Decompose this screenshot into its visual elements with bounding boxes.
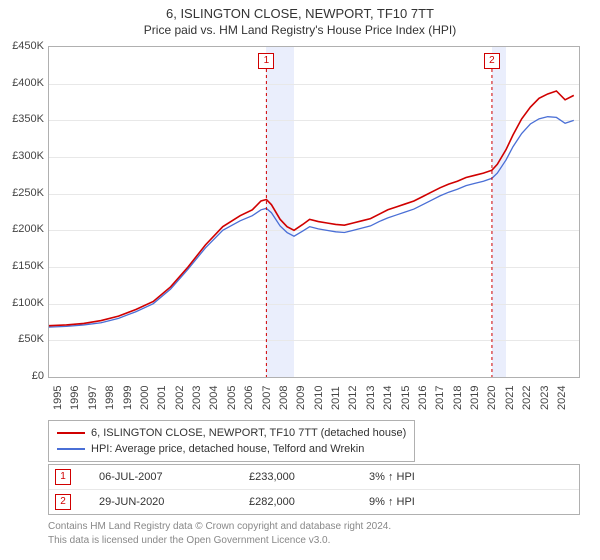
- x-tick-label: 2017: [434, 386, 446, 410]
- y-tick-label: £350K: [0, 113, 44, 125]
- legend-label-hpi: HPI: Average price, detached house, Telf…: [91, 443, 364, 455]
- x-tick-label: 2024: [556, 386, 568, 410]
- y-tick-label: £200K: [0, 223, 44, 235]
- x-tick-label: 2016: [417, 386, 429, 410]
- x-tick-label: 2021: [504, 386, 516, 410]
- chart-marker: 1: [258, 53, 274, 69]
- footer-line2: This data is licensed under the Open Gov…: [48, 534, 391, 548]
- x-tick-label: 2003: [191, 386, 203, 410]
- x-tick-label: 2023: [539, 386, 551, 410]
- y-tick-label: £50K: [0, 333, 44, 345]
- marker-badge: 1: [55, 469, 71, 485]
- cell-pct: 9% ↑ HPI: [369, 496, 573, 508]
- x-tick-label: 2022: [521, 386, 533, 410]
- cell-date: 29-JUN-2020: [99, 496, 249, 508]
- x-tick-label: 2013: [365, 386, 377, 410]
- y-tick-label: £450K: [0, 40, 44, 52]
- line-chart: [49, 47, 579, 377]
- series-hpi: [49, 117, 574, 327]
- titles: 6, ISLINGTON CLOSE, NEWPORT, TF10 7TT Pr…: [0, 0, 600, 37]
- x-tick-label: 1995: [52, 386, 64, 410]
- legend-item-hpi: HPI: Average price, detached house, Telf…: [57, 441, 406, 457]
- footer: Contains HM Land Registry data © Crown c…: [48, 520, 391, 547]
- cell-date: 06-JUL-2007: [99, 471, 249, 483]
- x-tick-label: 1997: [87, 386, 99, 410]
- footer-line1: Contains HM Land Registry data © Crown c…: [48, 520, 391, 534]
- x-tick-label: 1999: [122, 386, 134, 410]
- x-tick-label: 2001: [156, 386, 168, 410]
- x-tick-label: 2014: [382, 386, 394, 410]
- y-tick-label: £250K: [0, 187, 44, 199]
- chart-container: 6, ISLINGTON CLOSE, NEWPORT, TF10 7TT Pr…: [0, 0, 600, 560]
- legend-swatch-hpi: [57, 448, 85, 450]
- series-property: [49, 91, 574, 326]
- legend-item-property: 6, ISLINGTON CLOSE, NEWPORT, TF10 7TT (d…: [57, 425, 406, 441]
- subtitle: Price paid vs. HM Land Registry's House …: [0, 23, 600, 37]
- plot-area: 12: [48, 46, 580, 378]
- legend-label-property: 6, ISLINGTON CLOSE, NEWPORT, TF10 7TT (d…: [91, 427, 406, 439]
- x-tick-label: 2012: [347, 386, 359, 410]
- table-row: 1 06-JUL-2007 £233,000 3% ↑ HPI: [49, 465, 579, 489]
- x-tick-label: 1996: [69, 386, 81, 410]
- x-tick-label: 2005: [226, 386, 238, 410]
- y-tick-label: £400K: [0, 77, 44, 89]
- x-tick-label: 2004: [208, 386, 220, 410]
- x-tick-label: 2011: [330, 386, 342, 410]
- y-tick-label: £150K: [0, 260, 44, 272]
- x-tick-label: 2015: [400, 386, 412, 410]
- x-tick-label: 2009: [295, 386, 307, 410]
- address-title: 6, ISLINGTON CLOSE, NEWPORT, TF10 7TT: [0, 6, 600, 21]
- legend-swatch-property: [57, 432, 85, 434]
- y-tick-label: £100K: [0, 297, 44, 309]
- y-tick-label: £0: [0, 370, 44, 382]
- transaction-table: 1 06-JUL-2007 £233,000 3% ↑ HPI 2 29-JUN…: [48, 464, 580, 515]
- marker-badge: 2: [55, 494, 71, 510]
- cell-price: £282,000: [249, 496, 369, 508]
- x-tick-label: 2007: [261, 386, 273, 410]
- x-tick-label: 2020: [486, 386, 498, 410]
- y-tick-label: £300K: [0, 150, 44, 162]
- x-tick-label: 2010: [313, 386, 325, 410]
- x-tick-label: 2000: [139, 386, 151, 410]
- x-tick-label: 2008: [278, 386, 290, 410]
- legend: 6, ISLINGTON CLOSE, NEWPORT, TF10 7TT (d…: [48, 420, 415, 462]
- x-tick-label: 2002: [174, 386, 186, 410]
- table-row: 2 29-JUN-2020 £282,000 9% ↑ HPI: [49, 489, 579, 514]
- x-tick-label: 2019: [469, 386, 481, 410]
- x-tick-label: 2018: [452, 386, 464, 410]
- cell-price: £233,000: [249, 471, 369, 483]
- chart-marker: 2: [484, 53, 500, 69]
- x-tick-label: 2006: [243, 386, 255, 410]
- x-tick-label: 1998: [104, 386, 116, 410]
- cell-pct: 3% ↑ HPI: [369, 471, 573, 483]
